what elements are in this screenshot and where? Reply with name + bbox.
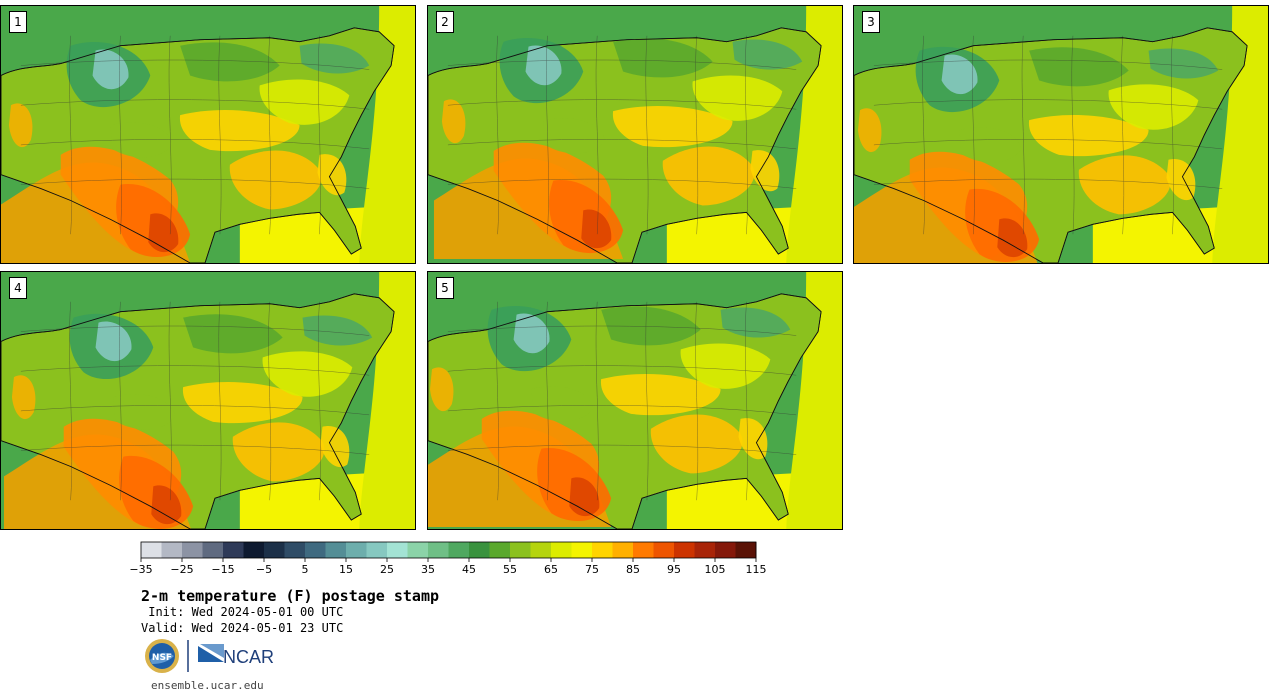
colorbar-swatch [305,542,326,558]
colorbar-swatch [141,542,162,558]
ncar-logo-icon: NCAR [198,644,274,667]
temperature-map-1 [1,6,415,263]
member-label: 2 [436,11,454,33]
colorbar-swatch [202,542,224,558]
ensemble-member-panel-1: 1 [0,5,416,264]
temperature-map-4 [1,272,415,529]
colorbar-swatch [223,542,244,558]
ensemble-member-panel-3: 3 [853,5,1269,264]
colorbar-tick-label: 55 [503,563,517,576]
colorbar-swatch [551,542,572,558]
temperature-colorbar: −35 −25 −15 −5 5 15 25 35 45 55 65 75 85 95 105 115 [130,541,767,576]
temperature-map-2 [428,6,842,263]
ensemble-member-panel-5: 5 [427,271,843,530]
figure-title: 2-m temperature (F) postage stamp [141,587,440,605]
colorbar-tick-label: −25 [170,563,193,576]
logo-block: NSF NCAR [145,639,274,673]
colorbar-tick-label: 65 [544,563,558,576]
ensemble-member-panel-2: 2 [427,5,843,264]
colorbar-swatch [530,542,552,558]
member-label: 5 [436,277,454,299]
colorbar-swatch [633,542,654,558]
colorbar-swatch [366,542,388,558]
colorbar-swatch [592,542,613,558]
colorbar-tick-label: −15 [211,563,234,576]
colorbar-tick-label: 105 [705,563,726,576]
member-label: 4 [9,277,27,299]
colorbar-swatch [161,542,183,558]
temperature-map-3 [854,6,1268,263]
colorbar-swatch [715,542,736,558]
colorbar-swatch [284,542,306,558]
colorbar-swatch [674,542,695,558]
nsf-logo-text: NSF [152,653,172,663]
colorbar-swatch [694,542,716,558]
colorbar-swatch [387,542,408,558]
nsf-logo-icon: NSF [145,639,179,673]
colorbar-tick-label: 115 [746,563,767,576]
colorbar-swatch [182,542,203,558]
colorbar-swatch [571,542,593,558]
colorbar-swatch [469,542,490,558]
ncar-logo-text: NCAR [223,647,274,667]
colorbar-tick-label: 75 [585,563,599,576]
colorbar-swatch [653,542,675,558]
member-label: 3 [862,11,880,33]
colorbar-swatch [735,542,757,558]
colorbar-tick-label: −5 [256,563,272,576]
colorbar-swatch [325,542,347,558]
colorbar-tick-label: 45 [462,563,476,576]
colorbar-swatch [489,542,511,558]
colorbar-tick-label: 35 [421,563,435,576]
init-time: Init: Wed 2024-05-01 00 UTC [141,605,344,619]
website-credit: ensemble.ucar.edu [151,679,264,692]
colorbar-swatch [612,542,634,558]
colorbar-tick-label: 25 [380,563,394,576]
valid-time: Valid: Wed 2024-05-01 23 UTC [141,621,344,635]
colorbar-swatch [510,542,531,558]
colorbar-tick-label: 5 [302,563,309,576]
colorbar-swatch [448,542,470,558]
member-label: 1 [9,11,27,33]
colorbar-swatch [243,542,265,558]
colorbar-tick-label: −35 [130,563,153,576]
temperature-map-5 [428,272,842,529]
colorbar-tick-label: 85 [626,563,640,576]
colorbar-swatch [407,542,429,558]
ensemble-member-panel-4: 4 [0,271,416,530]
colorbar-tick-label: 95 [667,563,681,576]
colorbar-tick-label: 15 [339,563,353,576]
colorbar-swatch [346,542,367,558]
colorbar-swatch [428,542,449,558]
colorbar-swatch [264,542,285,558]
